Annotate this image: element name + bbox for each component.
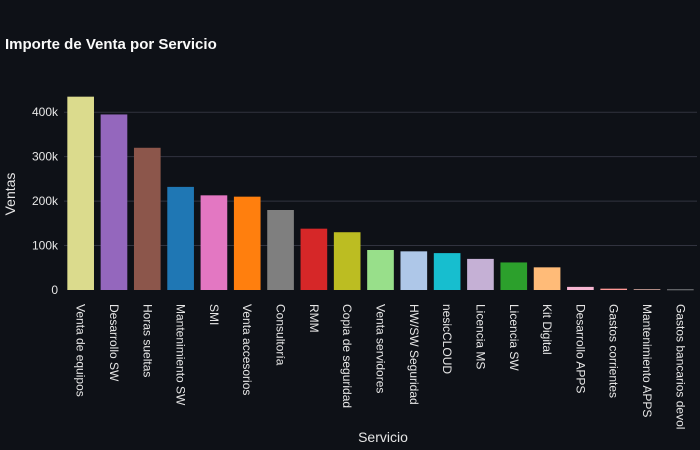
bar[interactable] — [500, 262, 528, 290]
y-tick-label: 300k — [32, 150, 59, 164]
x-tick-label: Kit Digital — [540, 304, 554, 355]
bar[interactable] — [233, 196, 261, 290]
y-tick-label: 400k — [32, 105, 59, 119]
x-tick-label: Gastos corrientes — [607, 304, 621, 398]
x-tick-label: Copia de seguridad — [340, 304, 354, 408]
x-tick-label: Horas sueltas — [140, 304, 154, 377]
bar[interactable] — [267, 210, 294, 290]
bar[interactable] — [433, 253, 461, 290]
x-tick-label: Venta de equipos — [74, 304, 88, 397]
bar[interactable] — [667, 289, 694, 291]
bar[interactable] — [67, 96, 94, 291]
y-tick-label: 100k — [32, 239, 59, 253]
bar[interactable] — [200, 195, 228, 290]
bar[interactable] — [567, 286, 594, 290]
y-tick-label: 200k — [32, 194, 59, 208]
x-axis-title: Servicio — [358, 429, 408, 445]
x-tick-label: Venta accesorios — [240, 304, 254, 395]
bar[interactable] — [533, 267, 561, 290]
bar[interactable] — [400, 251, 428, 290]
x-tick-label: Desarrollo APPS — [573, 304, 587, 393]
x-tick-label: Consultoría — [274, 304, 288, 366]
chart-title: Importe de Venta por Servicio — [5, 36, 217, 53]
x-tick-label: Desarrollo SW — [107, 304, 121, 382]
bar[interactable] — [600, 288, 628, 290]
x-tick-label: Licencia MS — [473, 304, 487, 369]
bar[interactable] — [367, 250, 394, 290]
y-axis-ticks: 0 100k 200k 300k 400k — [32, 105, 59, 297]
bar[interactable] — [133, 147, 161, 290]
y-axis-title: Ventas — [2, 173, 18, 216]
bars — [67, 96, 694, 291]
x-tick-label: Mantenimiento APPS — [640, 304, 654, 417]
bar[interactable] — [333, 232, 361, 290]
bar[interactable] — [467, 258, 494, 290]
bar[interactable] — [633, 289, 661, 290]
bar[interactable] — [300, 228, 328, 290]
x-tick-label: Mantenimiento SW — [174, 304, 188, 406]
x-tick-label: RMM — [307, 304, 321, 333]
bar[interactable] — [100, 114, 128, 290]
y-tick-label: 0 — [51, 283, 58, 297]
x-tick-label: SMI — [207, 304, 221, 325]
x-tick-label: Licencia SW — [507, 304, 521, 371]
bar[interactable] — [167, 186, 194, 290]
x-tick-label: Gastos bancarios devol — [673, 304, 687, 429]
x-tick-label: nesicCLOUD — [440, 304, 454, 374]
x-tick-label: HW/SW Seguridad — [407, 304, 421, 405]
x-tick-label: Venta servidores — [374, 304, 388, 393]
x-axis-ticks: Venta de equipos Desarrollo SW Horas suelt… — [74, 304, 688, 429]
